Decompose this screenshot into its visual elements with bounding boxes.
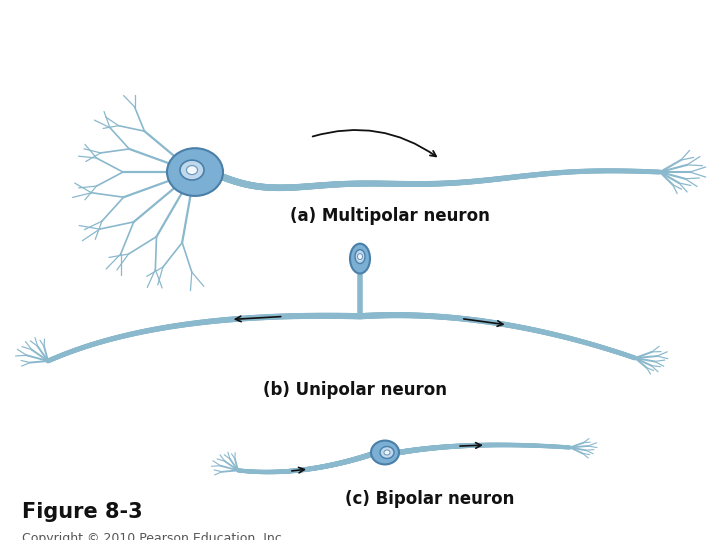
Ellipse shape [380,447,394,458]
Ellipse shape [167,148,223,196]
Text: (a) Multipolar neuron: (a) Multipolar neuron [290,207,490,225]
Ellipse shape [180,160,204,180]
Text: Structural Classifications of: Structural Classifications of [77,16,643,50]
Text: Copyright © 2010 Pearson Education, Inc.: Copyright © 2010 Pearson Education, Inc. [22,532,286,540]
Text: Neurons: Neurons [275,57,445,91]
Text: Figure 8-3: Figure 8-3 [22,502,143,522]
Text: (b) Unipolar neuron: (b) Unipolar neuron [263,381,447,399]
Ellipse shape [350,244,370,273]
Ellipse shape [355,249,365,264]
Ellipse shape [371,441,399,464]
Ellipse shape [186,166,197,174]
Text: (c) Bipolar neuron: (c) Bipolar neuron [346,490,515,508]
Ellipse shape [384,450,390,455]
Ellipse shape [358,254,362,260]
